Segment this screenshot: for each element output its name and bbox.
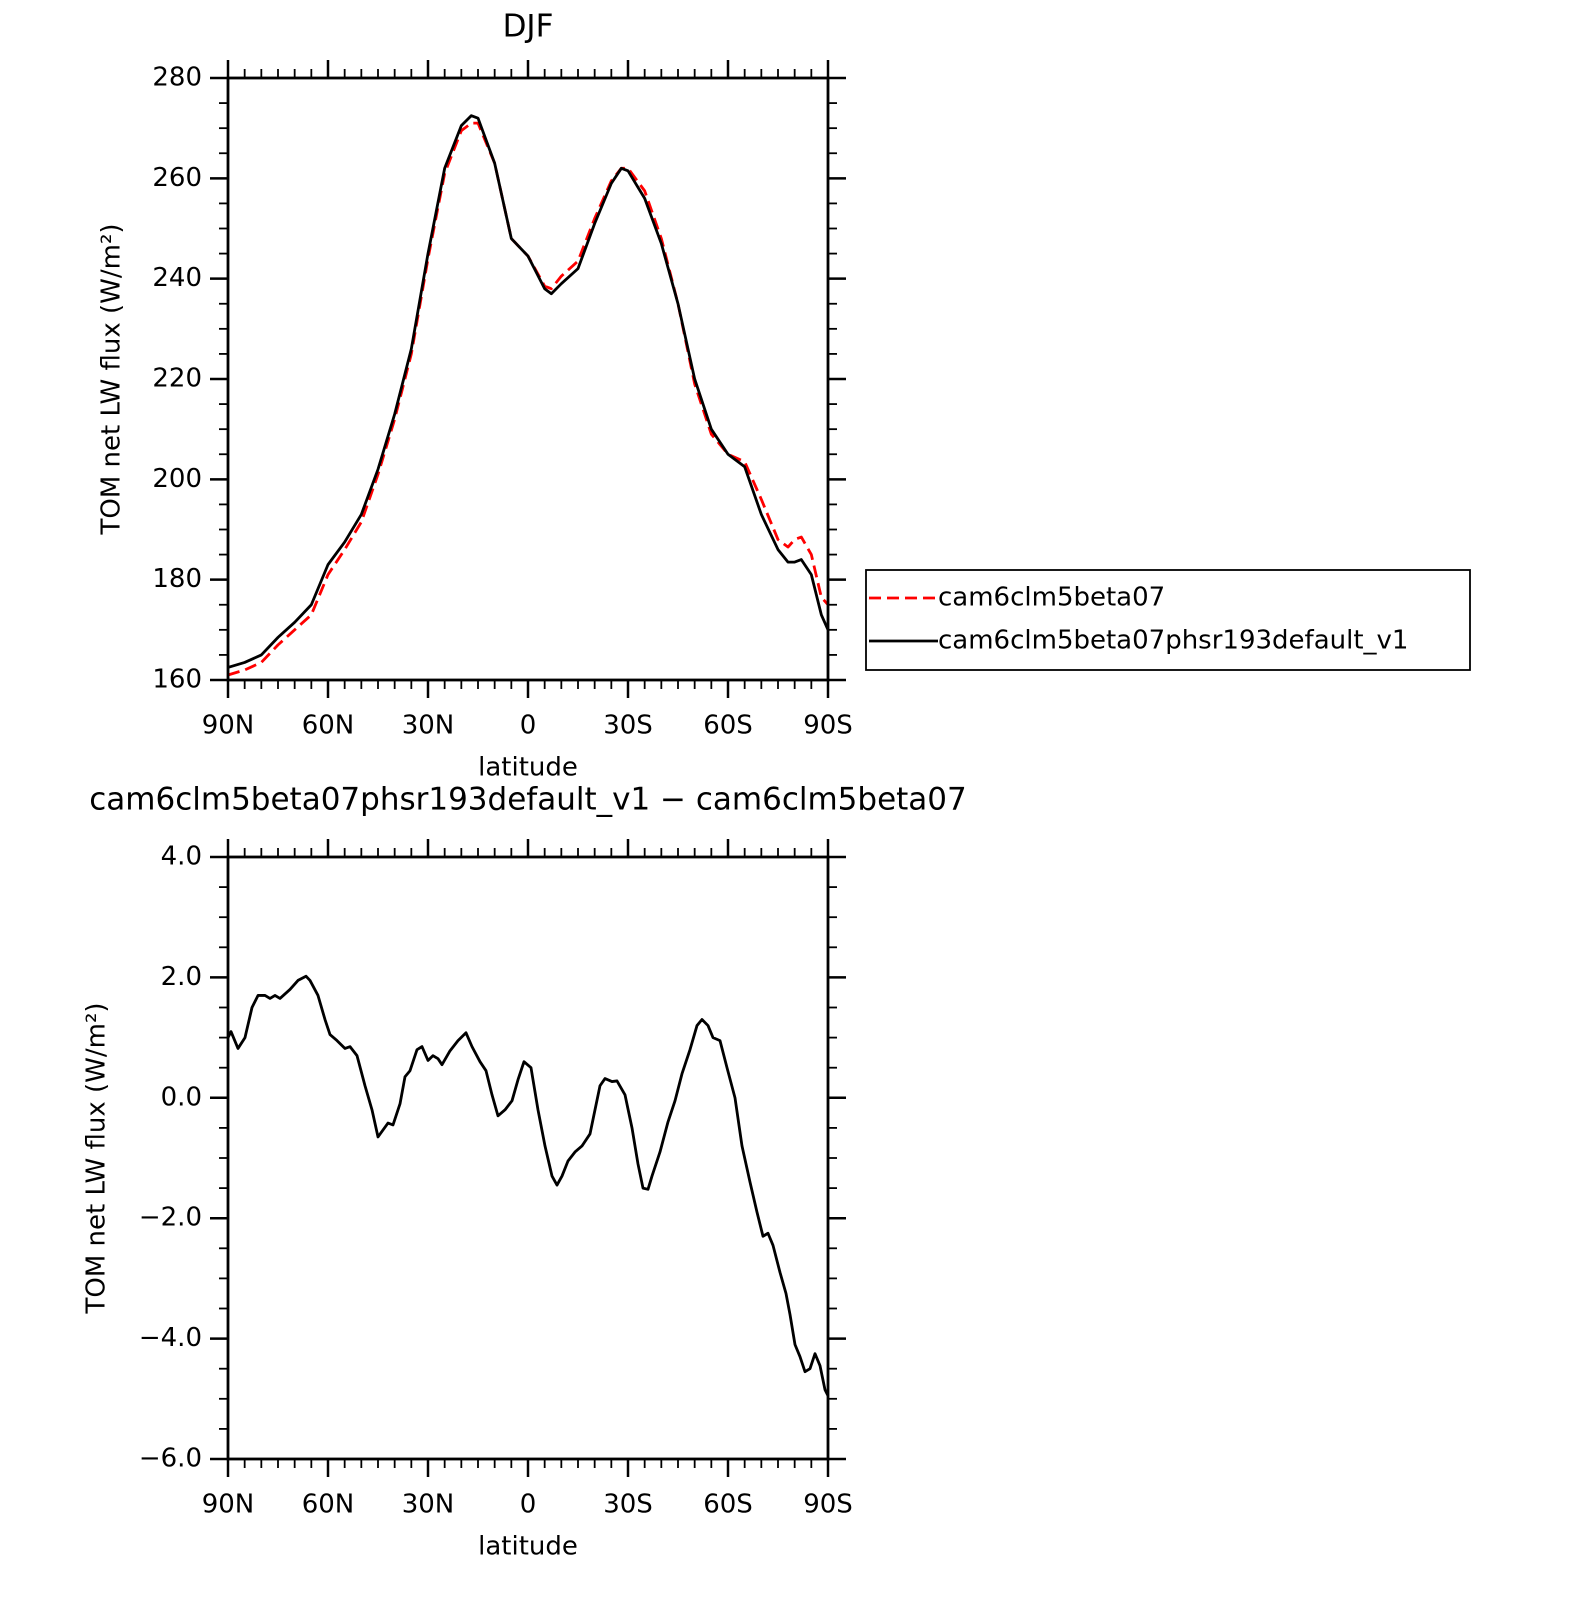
y-tick-label: 4.0: [161, 842, 202, 872]
y-tick-label: −4.0: [139, 1323, 202, 1353]
y-tick-label: 180: [152, 564, 202, 594]
x-tick-label: 90N: [202, 1490, 255, 1520]
chart-title: DJF: [503, 9, 554, 45]
x-tick-label: 90S: [803, 1490, 853, 1520]
x-tick-label: 60N: [302, 711, 355, 741]
x-tick-label: 90N: [202, 711, 255, 741]
x-tick-label: 0: [520, 1490, 537, 1520]
y-axis-label: TOM net LW flux (W/m²): [97, 223, 127, 535]
y-axis-label: TOM net LW flux (W/m²): [82, 1002, 112, 1314]
y-tick-label: 240: [152, 263, 202, 293]
y-tick-label: −6.0: [139, 1444, 202, 1474]
x-tick-label: 0: [520, 711, 537, 741]
y-tick-label: 2.0: [161, 962, 202, 992]
data-line: [226, 974, 830, 1397]
x-tick-label: 30S: [603, 1490, 653, 1520]
chart-title: cam6clm5beta07phsr193default_v1 − cam6cl…: [89, 782, 967, 818]
legend-box: [865, 569, 1471, 671]
y-tick-label: 200: [152, 464, 202, 494]
x-axis-label: latitude: [478, 753, 578, 783]
x-tick-label: 90S: [803, 711, 853, 741]
plot-frame: [226, 855, 830, 1461]
data-line: [227, 121, 830, 677]
x-tick-label: 60N: [302, 1490, 355, 1520]
y-tick-label: 160: [152, 665, 202, 695]
x-tick-label: 60S: [703, 711, 753, 741]
legend-label: cam6clm5beta07: [938, 583, 1165, 613]
x-tick-label: 30N: [402, 711, 455, 741]
y-tick-label: 260: [152, 163, 202, 193]
x-tick-label: 30S: [603, 711, 653, 741]
y-tick-label: 280: [152, 63, 202, 93]
x-tick-label: 30N: [402, 1490, 455, 1520]
x-tick-label: 60S: [703, 1490, 753, 1520]
y-tick-label: 0.0: [161, 1082, 202, 1112]
legend-label: cam6clm5beta07phsr193default_v1: [938, 626, 1408, 656]
x-axis-label: latitude: [478, 1532, 578, 1562]
y-tick-label: 220: [152, 364, 202, 394]
y-tick-label: −2.0: [139, 1203, 202, 1233]
plot-frame: [226, 76, 830, 682]
data-line: [227, 114, 830, 669]
